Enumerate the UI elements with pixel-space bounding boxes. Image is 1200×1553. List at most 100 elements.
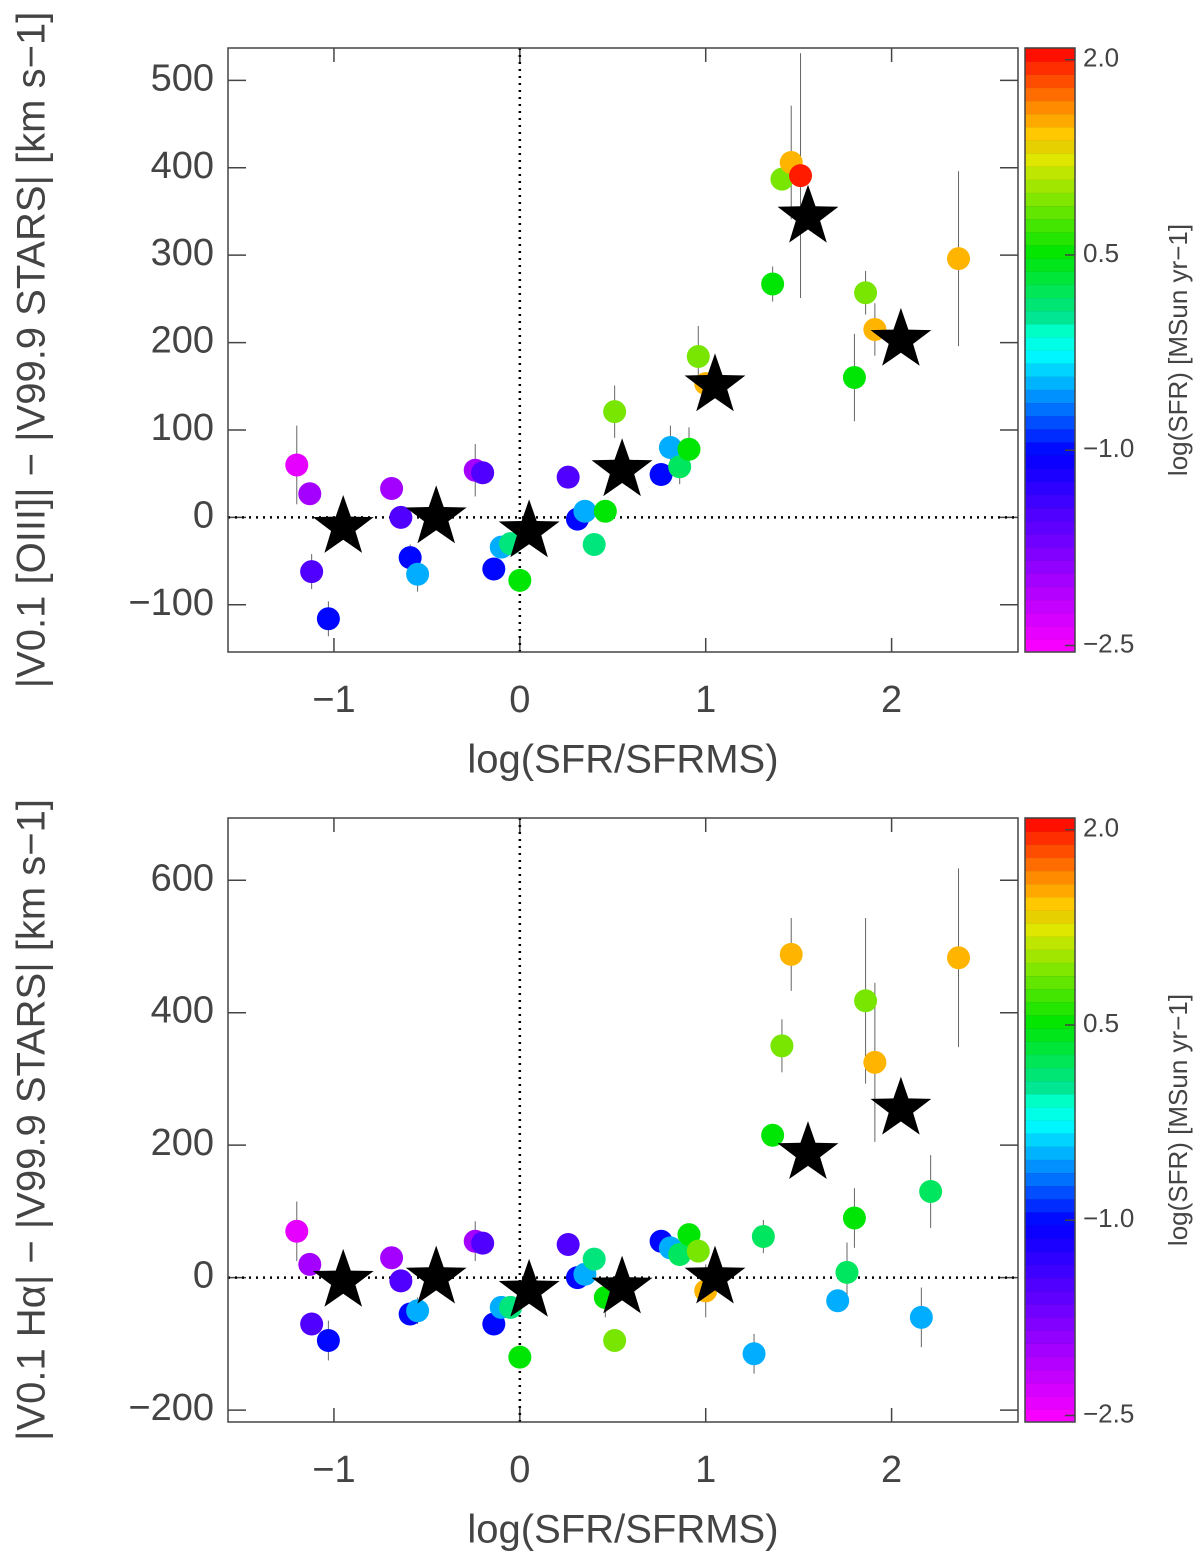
colorbar-band	[1025, 179, 1075, 193]
point	[658, 435, 682, 459]
point	[582, 532, 606, 556]
point	[573, 499, 597, 523]
point	[761, 272, 785, 296]
colorbar-band	[1025, 244, 1075, 259]
x-tick-label: 1	[695, 1449, 716, 1491]
point	[556, 465, 580, 489]
point	[300, 560, 324, 584]
y-tick-label: −200	[128, 1387, 214, 1429]
star	[498, 1258, 560, 1317]
point	[471, 461, 495, 485]
colorbar-band	[1025, 100, 1075, 115]
x-tick-label: 0	[509, 679, 530, 721]
y-tick-label: 200	[151, 1122, 214, 1164]
point	[285, 1219, 309, 1243]
plot-frame	[227, 47, 1019, 653]
y-tick-label: 400	[151, 145, 214, 187]
point	[770, 1034, 794, 1058]
colorbar-band	[1025, 1330, 1075, 1344]
colorbar-tick-label: −2.5	[1083, 628, 1134, 658]
point	[686, 345, 710, 369]
colorbar-band	[1025, 139, 1075, 154]
colorbar-tick-label: 0.5	[1083, 238, 1119, 268]
colorbar-band	[1025, 1146, 1075, 1160]
colorbar-tick-label: −2.5	[1083, 1398, 1134, 1428]
point	[909, 1305, 933, 1329]
colorbar-band	[1025, 468, 1075, 482]
x-tick-label: 2	[881, 679, 902, 721]
point	[761, 1123, 785, 1147]
point	[919, 1180, 943, 1204]
x-tick-label: 0	[509, 1449, 530, 1491]
colorbar-band	[1025, 1225, 1075, 1239]
point	[668, 1242, 692, 1266]
colorbar-band	[1025, 1001, 1075, 1016]
colorbar-band	[1025, 520, 1075, 535]
point	[316, 607, 340, 631]
colorbar-band	[1025, 494, 1075, 509]
y-tick-label: −100	[128, 582, 214, 624]
point	[508, 1345, 532, 1369]
colorbar-band	[1025, 1185, 1075, 1200]
colorbar-band	[1025, 1159, 1075, 1174]
colorbar-band	[1025, 1054, 1075, 1068]
colorbar-band	[1025, 909, 1075, 924]
point	[389, 505, 413, 529]
point	[854, 281, 878, 305]
point	[835, 1260, 859, 1284]
y-tick-label: 300	[151, 232, 214, 274]
colorbar-band	[1025, 310, 1075, 325]
colorbar-band	[1025, 883, 1075, 898]
point	[593, 499, 617, 523]
point	[842, 366, 866, 390]
colorbar-band	[1025, 1303, 1075, 1318]
colorbar-band	[1025, 271, 1075, 285]
point	[556, 1233, 580, 1257]
colorbar-band	[1025, 74, 1075, 88]
colorbar-band	[1025, 962, 1075, 977]
colorbar-band	[1025, 1133, 1075, 1147]
colorbar-band	[1025, 625, 1075, 640]
point	[686, 1239, 710, 1263]
colorbar-band	[1025, 376, 1075, 390]
colorbar-band	[1025, 1316, 1075, 1331]
colorbar-band	[1025, 1356, 1075, 1370]
y-tick-label: 500	[151, 57, 214, 99]
y-tick-label: 600	[151, 857, 214, 899]
colorbar-band	[1025, 231, 1075, 246]
colorbar-band	[1025, 1198, 1075, 1213]
colorbar-band	[1025, 389, 1075, 404]
colorbar-frame	[1024, 47, 1076, 653]
y-tick-label: 0	[193, 1255, 214, 1297]
colorbar-band	[1025, 284, 1075, 298]
point	[471, 1231, 495, 1255]
colorbar-band	[1025, 48, 1075, 62]
point	[406, 562, 430, 586]
colorbar-band	[1025, 1264, 1075, 1279]
star	[405, 1245, 467, 1304]
point	[842, 1206, 866, 1230]
y-tick-label: 0	[193, 494, 214, 536]
point	[863, 1050, 887, 1074]
colorbar-band	[1025, 126, 1075, 141]
y-tick-label: 100	[151, 407, 214, 449]
colorbar-tick-label: 2.0	[1083, 43, 1119, 73]
colorbar-band	[1025, 415, 1075, 430]
colorbar-band	[1025, 455, 1075, 469]
colorbar-band	[1025, 1106, 1075, 1121]
colorbar-band	[1025, 87, 1075, 102]
colorbar-band	[1025, 166, 1075, 180]
panel: −1 0 1 2 −200 0 200 400 600 log(SFR/SFRMS) |V0.1 H…	[10, 799, 1193, 1552]
x-tick-label: −1	[312, 679, 355, 721]
point	[582, 1247, 606, 1271]
colorbar-band	[1025, 1369, 1075, 1384]
colorbar-band	[1025, 1238, 1075, 1252]
point	[603, 400, 627, 424]
colorbar-band	[1025, 1041, 1075, 1055]
colorbar-band	[1025, 1093, 1075, 1108]
point	[285, 453, 309, 477]
x-tick-label: 2	[881, 1449, 902, 1491]
colorbar-band	[1025, 844, 1075, 858]
colorbar-label: log(SFR) [MSun yr−1]	[1163, 994, 1193, 1246]
